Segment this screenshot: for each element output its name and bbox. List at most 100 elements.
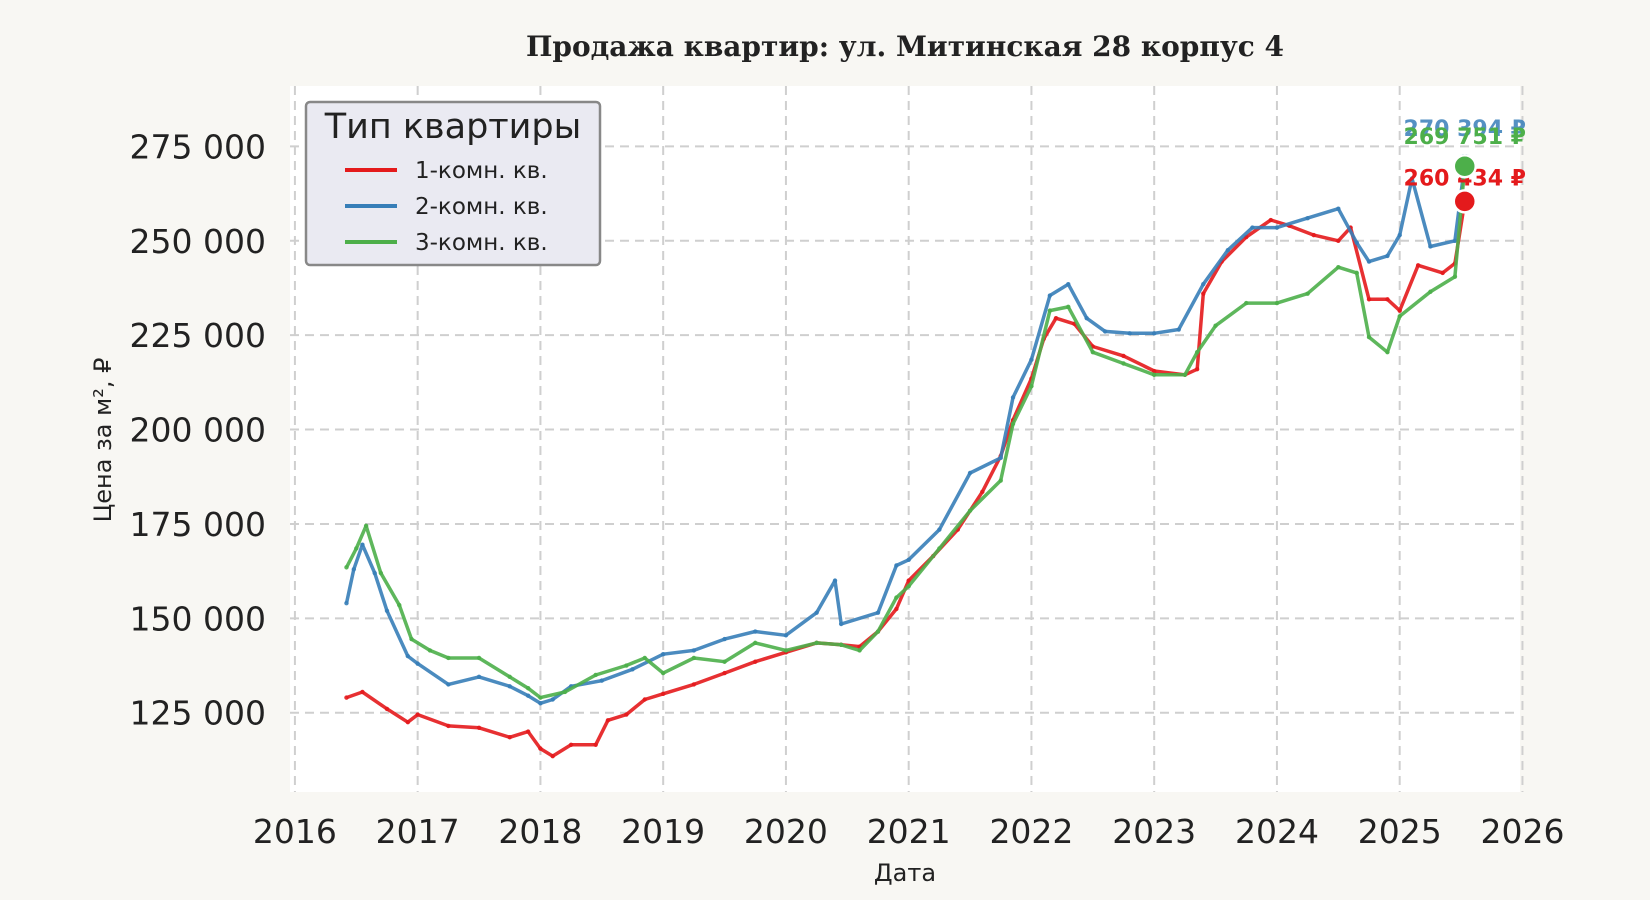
data-point (1029, 383, 1034, 389)
data-point (906, 584, 911, 589)
legend-box (304, 100, 602, 267)
x-tick-label: 2019 (621, 812, 705, 851)
end-label-2: 270 394 ₽ (1404, 117, 1526, 142)
data-point (998, 455, 1003, 461)
data-point (1366, 334, 1372, 340)
legend-label-3: 3-комн. кв. (415, 230, 548, 256)
data-point (405, 653, 411, 659)
x-tick-label: 2020 (744, 812, 828, 851)
data-point (599, 678, 604, 683)
x-tick-label: 2024 (1235, 812, 1319, 851)
data-point (409, 636, 414, 642)
x-axis-label: Дата (874, 859, 936, 887)
data-point (446, 655, 451, 661)
data-point (344, 601, 349, 606)
data-point (525, 729, 531, 734)
data-point (894, 606, 899, 612)
data-point (894, 595, 899, 600)
data-point (344, 565, 349, 570)
data-point (427, 648, 433, 653)
data-point (1428, 289, 1433, 294)
data-point (624, 663, 629, 668)
y-tick-labels: 125 000 150 000 175 000 200 000 225 000 250 0… (130, 127, 266, 732)
data-point (476, 674, 482, 680)
data-point (1151, 331, 1157, 336)
data-point (1305, 215, 1310, 221)
data-point (1274, 300, 1280, 306)
data-point (838, 621, 844, 627)
data-point (753, 640, 758, 646)
y-tick-label: 150 000 (130, 599, 266, 638)
data-point (550, 697, 555, 702)
data-point (351, 567, 357, 572)
data-point (998, 478, 1003, 483)
data-point (1354, 240, 1359, 245)
data-point (360, 542, 365, 547)
data-point (562, 689, 568, 695)
data-point (691, 655, 697, 661)
data-point (722, 659, 727, 664)
y-tick-label: 250 000 (130, 222, 266, 261)
y-tick-label: 125 000 (130, 694, 266, 733)
series-3 (344, 164, 1467, 700)
data-point (783, 648, 789, 653)
data-point (1194, 349, 1200, 355)
data-point (753, 659, 758, 664)
legend-label-1: 1-комн. кв. (415, 158, 548, 184)
legend-label-2: 2-комн. кв. (415, 194, 548, 220)
data-point (1274, 225, 1280, 230)
data-point (397, 602, 402, 608)
data-point (525, 685, 531, 691)
data-point (1201, 282, 1206, 287)
data-point (1397, 232, 1402, 238)
data-point (660, 670, 666, 676)
x-tick-label: 2016 (253, 812, 337, 851)
data-point (1440, 270, 1445, 276)
data-point (538, 695, 543, 700)
y-axis-label: Цена за м², ₽ (89, 358, 117, 523)
data-point (605, 718, 611, 723)
data-point (372, 570, 377, 576)
data-point (838, 642, 844, 647)
x-tick-label: 2022 (989, 812, 1073, 851)
chart-title: Продажа квартир: ул. Митинская 28 корпус… (526, 30, 1284, 63)
data-point (1090, 349, 1096, 355)
data-point (624, 712, 629, 717)
legend: Тип квартиры 1-комн. кв. 2-комн. кв. 3-ком… (304, 100, 602, 267)
data-point (660, 651, 666, 657)
data-point (1047, 308, 1053, 313)
x-tick-label: 2021 (867, 812, 951, 851)
data-point (967, 470, 973, 476)
data-point (937, 546, 942, 551)
data-point (354, 546, 359, 551)
data-point (446, 682, 451, 687)
data-point (1428, 244, 1433, 249)
data-point (1415, 263, 1421, 268)
data-point (937, 527, 942, 532)
data-point (1121, 353, 1126, 359)
data-point (1066, 304, 1071, 310)
data-point (1366, 259, 1372, 264)
data-point (1452, 274, 1458, 279)
data-point (476, 655, 482, 661)
data-point (550, 753, 555, 759)
data-point (722, 670, 727, 676)
data-point (1385, 349, 1390, 355)
data-point (1250, 225, 1255, 230)
data-point (507, 735, 512, 740)
data-point (753, 629, 758, 634)
data-point (1194, 366, 1200, 372)
y-tick-label: 200 000 (130, 411, 266, 450)
data-point (344, 695, 349, 700)
data-point (1336, 206, 1341, 211)
x-tick-label: 2026 (1480, 812, 1564, 851)
x-tick-label: 2018 (498, 812, 582, 851)
data-point (1053, 315, 1059, 321)
data-point (642, 655, 647, 661)
data-point (967, 508, 973, 513)
data-point (1010, 421, 1016, 427)
data-point (814, 640, 819, 646)
data-point (894, 563, 899, 568)
data-point (1305, 291, 1310, 296)
